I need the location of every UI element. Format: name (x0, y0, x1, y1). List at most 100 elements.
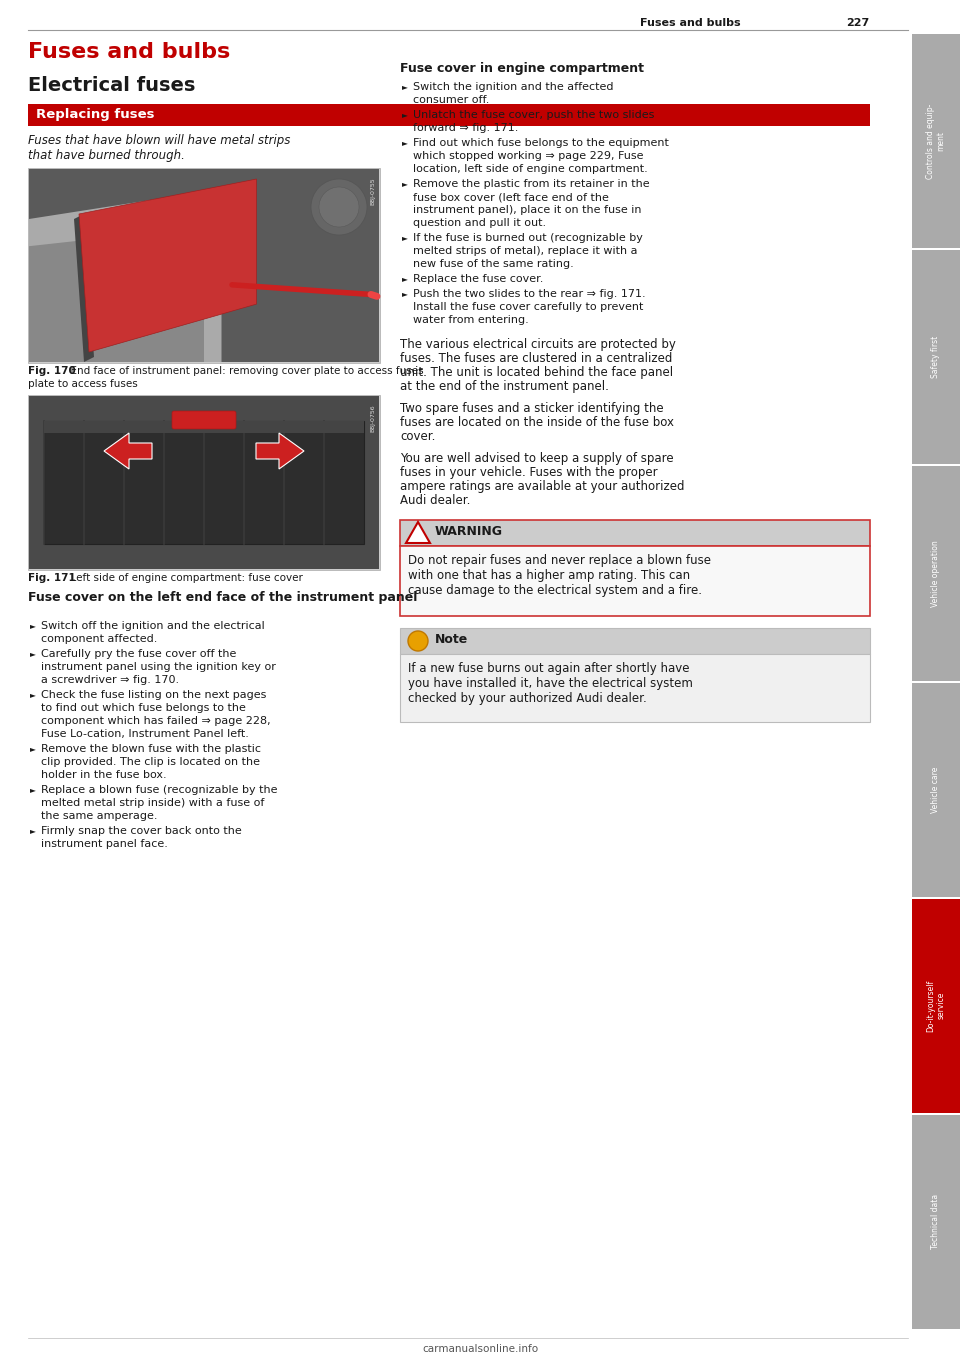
Text: Fuses and bulbs: Fuses and bulbs (640, 18, 740, 29)
Text: you have installed it, have the electrical system: you have installed it, have the electric… (408, 676, 693, 690)
Text: instrument panel), place it on the fuse in: instrument panel), place it on the fuse … (413, 206, 641, 215)
Text: Fig. 171: Fig. 171 (28, 573, 76, 583)
Text: ►: ► (402, 180, 408, 188)
Text: Technical data: Technical data (931, 1195, 941, 1249)
Text: ►: ► (402, 233, 408, 242)
Text: ►: ► (30, 649, 36, 657)
Bar (44, 421, 364, 433)
Text: The various electrical circuits are protected by: The various electrical circuits are prot… (400, 338, 676, 351)
Text: If a new fuse burns out again after shortly have: If a new fuse burns out again after shor… (408, 661, 689, 675)
Text: Do-it-yourself
service: Do-it-yourself service (926, 980, 946, 1032)
Text: ►: ► (402, 110, 408, 118)
Text: Replace a blown fuse (recognizable by the: Replace a blown fuse (recognizable by th… (41, 785, 277, 795)
Text: water from entering.: water from entering. (413, 314, 529, 325)
Text: You are well advised to keep a supply of spare: You are well advised to keep a supply of… (400, 452, 674, 465)
Text: which stopped working ⇒ page 229, Fuse: which stopped working ⇒ page 229, Fuse (413, 151, 643, 161)
Polygon shape (406, 523, 430, 543)
FancyBboxPatch shape (912, 682, 960, 897)
Text: with one that has a higher amp rating. This can: with one that has a higher amp rating. T… (408, 569, 690, 583)
Text: End face of instrument panel: removing cover plate to access fuses: End face of instrument panel: removing c… (64, 366, 423, 376)
Text: Push the two slides to the rear ⇒ fig. 171.: Push the two slides to the rear ⇒ fig. 1… (413, 289, 646, 299)
FancyBboxPatch shape (912, 1115, 960, 1328)
Text: clip provided. The clip is located on the: clip provided. The clip is located on th… (41, 757, 260, 768)
Text: component which has failed ⇒ page 228,: component which has failed ⇒ page 228, (41, 716, 271, 725)
Text: Fuse cover in engine compartment: Fuse cover in engine compartment (400, 63, 644, 75)
Text: fuse box cover (left face end of the: fuse box cover (left face end of the (413, 192, 609, 201)
Text: Fig. 170: Fig. 170 (28, 366, 76, 376)
Circle shape (408, 632, 428, 651)
Text: cause damage to the electrical system and a fire.: cause damage to the electrical system an… (408, 584, 702, 597)
Text: ampere ratings are available at your authorized: ampere ratings are available at your aut… (400, 480, 684, 493)
Text: Electrical fuses: Electrical fuses (28, 76, 196, 95)
Text: ►: ► (30, 785, 36, 793)
Bar (44, 421, 364, 544)
FancyBboxPatch shape (912, 467, 960, 680)
Text: Switch the ignition and the affected: Switch the ignition and the affected (413, 82, 613, 93)
Text: B8J-0755: B8J-0755 (370, 177, 375, 204)
Text: Audi dealer.: Audi dealer. (400, 494, 470, 508)
FancyBboxPatch shape (912, 898, 960, 1113)
Text: location, left side of engine compartment.: location, left side of engine compartmen… (413, 163, 648, 174)
Text: ►: ► (30, 621, 36, 630)
Text: Do not repair fuses and never replace a blown fuse: Do not repair fuses and never replace a … (408, 554, 711, 568)
Text: !: ! (416, 636, 420, 646)
Text: ►: ► (30, 744, 36, 753)
Text: melted metal strip inside) with a fuse of: melted metal strip inside) with a fuse o… (41, 798, 264, 808)
FancyBboxPatch shape (912, 34, 960, 248)
Text: ►: ► (402, 274, 408, 283)
Text: B8J-0756: B8J-0756 (370, 404, 375, 431)
Circle shape (311, 180, 367, 235)
Text: Two spare fuses and a sticker identifying the: Two spare fuses and a sticker identifyin… (400, 401, 663, 415)
Text: melted strips of metal), replace it with a: melted strips of metal), replace it with… (413, 246, 637, 256)
Bar (400, 655, 870, 721)
Polygon shape (104, 433, 152, 470)
Text: Fuse cover on the left end face of the instrument panel: Fuse cover on the left end face of the i… (28, 591, 418, 604)
Text: Vehicle operation: Vehicle operation (931, 540, 941, 607)
Text: Fuses that have blown will have metal strips: Fuses that have blown will have metal st… (28, 133, 290, 147)
Text: holder in the fuse box.: holder in the fuse box. (41, 770, 167, 780)
Polygon shape (74, 214, 94, 362)
Polygon shape (79, 180, 256, 352)
Text: unit. The unit is located behind the face panel: unit. The unit is located behind the fac… (400, 366, 673, 378)
Text: !: ! (416, 529, 420, 540)
Text: WARNING: WARNING (435, 525, 503, 538)
Text: checked by your authorized Audi dealer.: checked by your authorized Audi dealer. (408, 691, 647, 705)
Text: Vehicle care: Vehicle care (931, 766, 941, 813)
Bar (28, 103, 870, 127)
Text: Remove the plastic from its retainer in the: Remove the plastic from its retainer in … (413, 180, 650, 189)
Bar (28, 167, 380, 363)
Bar (400, 627, 870, 655)
Circle shape (319, 186, 359, 227)
Text: Check the fuse listing on the next pages: Check the fuse listing on the next pages (41, 690, 266, 700)
FancyBboxPatch shape (172, 411, 236, 429)
Bar (29, 396, 379, 569)
Bar (400, 520, 870, 546)
Text: Carefully pry the fuse cover off the: Carefully pry the fuse cover off the (41, 649, 236, 659)
Bar (28, 395, 380, 570)
Bar (28, 103, 400, 127)
Text: plate to access fuses: plate to access fuses (28, 378, 137, 389)
Text: new fuse of the same rating.: new fuse of the same rating. (413, 259, 574, 269)
Text: fuses. The fuses are clustered in a centralized: fuses. The fuses are clustered in a cent… (400, 352, 672, 365)
Text: Install the fuse cover carefully to prevent: Install the fuse cover carefully to prev… (413, 302, 643, 312)
Text: If the fuse is burned out (recognizable by: If the fuse is burned out (recognizable … (413, 233, 643, 244)
Text: Unlatch the fuse cover, push the two slides: Unlatch the fuse cover, push the two sli… (413, 110, 655, 120)
Text: ►: ► (402, 289, 408, 298)
Text: cover.: cover. (400, 430, 436, 442)
Text: Fuses and bulbs: Fuses and bulbs (28, 42, 230, 63)
Text: 227: 227 (846, 18, 869, 29)
Text: fuses in your vehicle. Fuses with the proper: fuses in your vehicle. Fuses with the pr… (400, 465, 658, 479)
Text: Safety first: Safety first (931, 336, 941, 378)
Text: at the end of the instrument panel.: at the end of the instrument panel. (400, 380, 609, 393)
Text: question and pull it out.: question and pull it out. (413, 218, 546, 229)
Text: fuses are located on the inside of the fuse box: fuses are located on the inside of the f… (400, 416, 674, 429)
Text: Firmly snap the cover back onto the: Firmly snap the cover back onto the (41, 826, 242, 836)
Text: to find out which fuse belongs to the: to find out which fuse belongs to the (41, 704, 246, 713)
Text: Replacing fuses: Replacing fuses (36, 108, 155, 121)
Text: Controls and equip-
ment: Controls and equip- ment (926, 103, 946, 178)
Text: ►: ► (402, 82, 408, 91)
Text: that have burned through.: that have burned through. (28, 148, 185, 162)
Polygon shape (256, 433, 304, 470)
Text: ►: ► (30, 826, 36, 836)
Text: component affected.: component affected. (41, 634, 157, 644)
